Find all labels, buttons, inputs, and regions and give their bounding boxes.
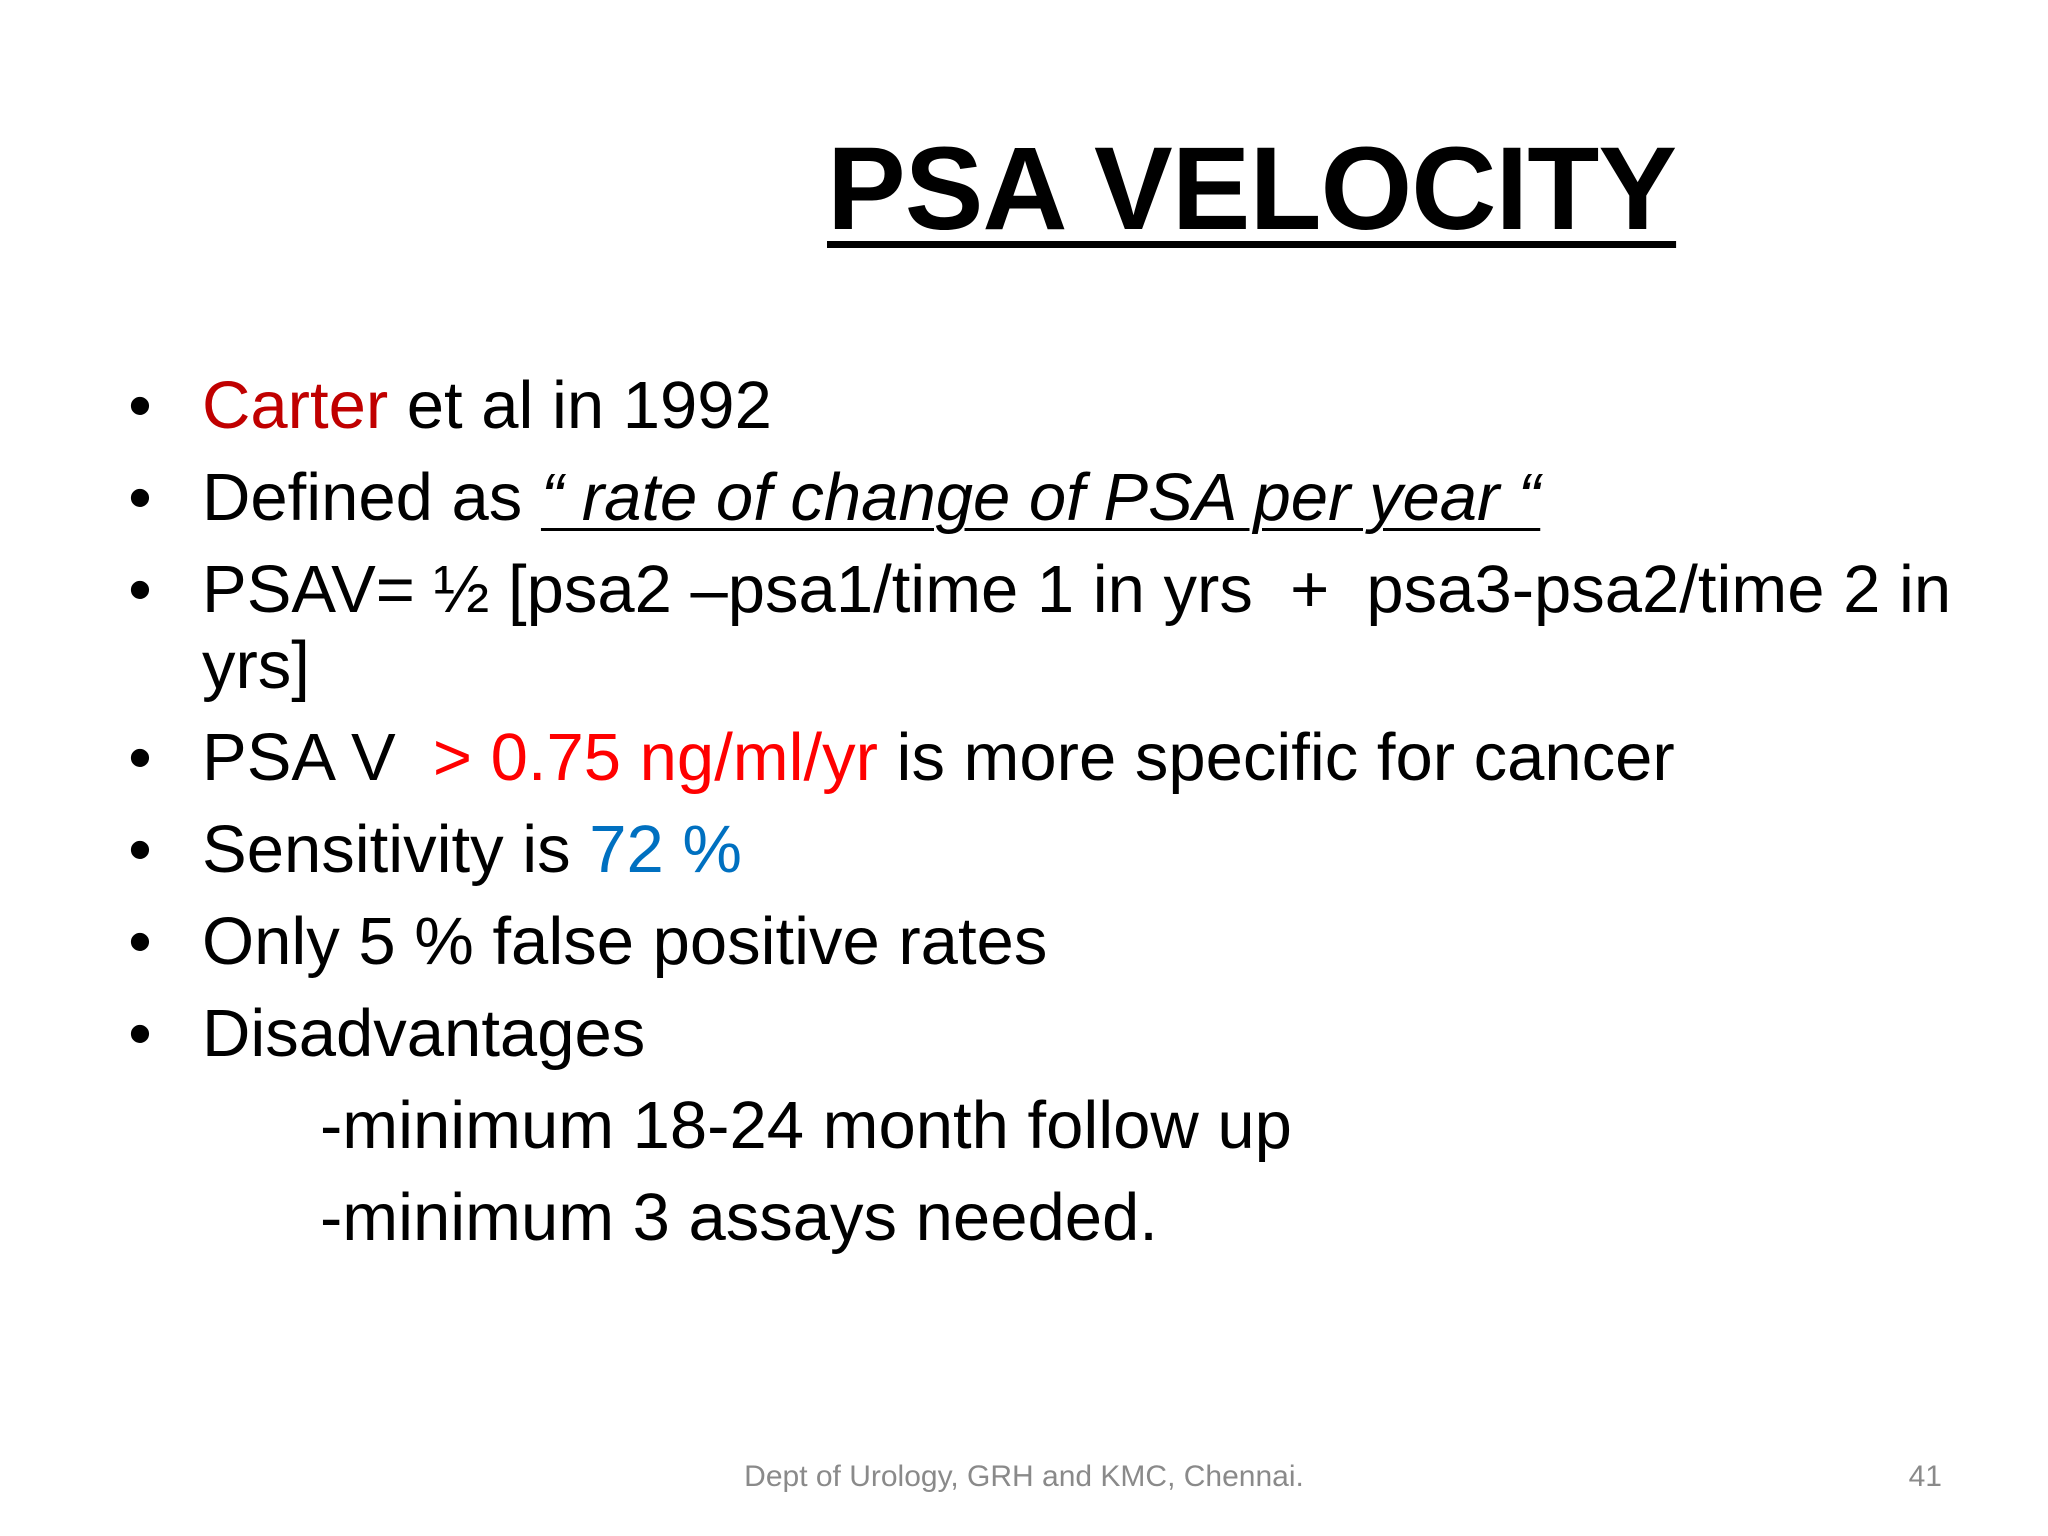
sub-item-assays: -minimum 3 assays needed. (320, 1180, 1158, 1255)
bullet-list: • Carter et al in 1992 • Defined as “ ra… (120, 368, 1960, 1272)
formula-text: PSAV= ½ [psa2 –psa1/time 1 in yrs + psa3… (202, 552, 1970, 703)
bullet-threshold: • PSA V > 0.75 ng/ml/yr is more specific… (120, 720, 1960, 796)
bullet-dot: • (128, 996, 152, 1071)
bullet-sensitivity: • Sensitivity is 72 % (120, 812, 1960, 888)
bullet-dot: • (128, 368, 152, 443)
bullet-definition: • Defined as “ rate of change of PSA per… (120, 460, 1960, 536)
author-name: Carter (202, 368, 389, 443)
slide-footer: Dept of Urology, GRH and KMC, Chennai. (744, 1460, 1304, 1493)
sensitivity-value: 72 % (589, 812, 742, 887)
bullet-disadvantages: • Disadvantages -minimum 18-24 month fol… (120, 996, 1960, 1256)
bullet-text: Disadvantages (202, 996, 646, 1071)
bullet-dot: • (128, 904, 152, 979)
bullet-dot: • (128, 812, 152, 887)
bullet-text: PSA V (202, 720, 433, 795)
threshold-value: > 0.75 ng/ml/yr (432, 720, 878, 795)
definition-quote: “ rate of change of PSA per year “ (540, 460, 1541, 535)
bullet-formula: • PSAV= ½ [psa2 –psa1/time 1 in yrs + ps… (120, 552, 1960, 704)
bullet-false-positive: • Only 5 % false positive rates (120, 904, 1960, 980)
bullet-text: Sensitivity is (202, 812, 590, 887)
bullet-dot: • (128, 720, 152, 795)
sub-item-follow-up: -minimum 18-24 month follow up (320, 1088, 1292, 1163)
slide-title: PSA VELOCITY (827, 123, 1677, 255)
bullet-dot: • (128, 552, 152, 627)
bullet-dot: • (128, 460, 152, 535)
bullet-text: Only 5 % false positive rates (202, 904, 1048, 979)
bullet-text: Defined as (202, 460, 541, 535)
bullet-carter: • Carter et al in 1992 (120, 368, 1960, 444)
bullet-text: is more specific for cancer (877, 720, 1675, 795)
page-number: 41 (1908, 1460, 1942, 1493)
bullet-text: et al in 1992 (388, 368, 772, 443)
